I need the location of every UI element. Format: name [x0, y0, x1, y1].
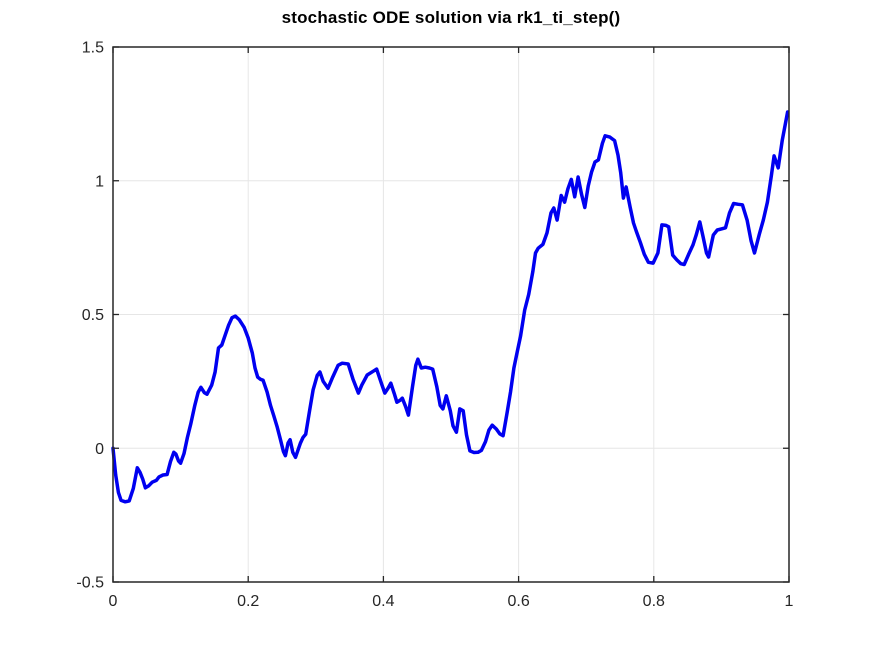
y-tick-label: 1 [95, 173, 104, 190]
y-tick-label: -0.5 [76, 575, 104, 592]
x-tick-label: 0.4 [372, 593, 394, 610]
y-tick-label: 0.5 [82, 307, 104, 324]
x-tick-label: 0.8 [643, 593, 665, 610]
x-tick-label: 0 [109, 593, 118, 610]
y-tick-label: 1.5 [82, 40, 104, 57]
chart-title: stochastic ODE solution via rk1_ti_step(… [281, 8, 621, 27]
x-tick-label: 0.2 [237, 593, 259, 610]
solution-line [111, 110, 790, 504]
x-tick-label: 1 [785, 593, 794, 610]
x-tick-label: 0.6 [507, 593, 529, 610]
y-tick-label: 0 [95, 441, 104, 458]
